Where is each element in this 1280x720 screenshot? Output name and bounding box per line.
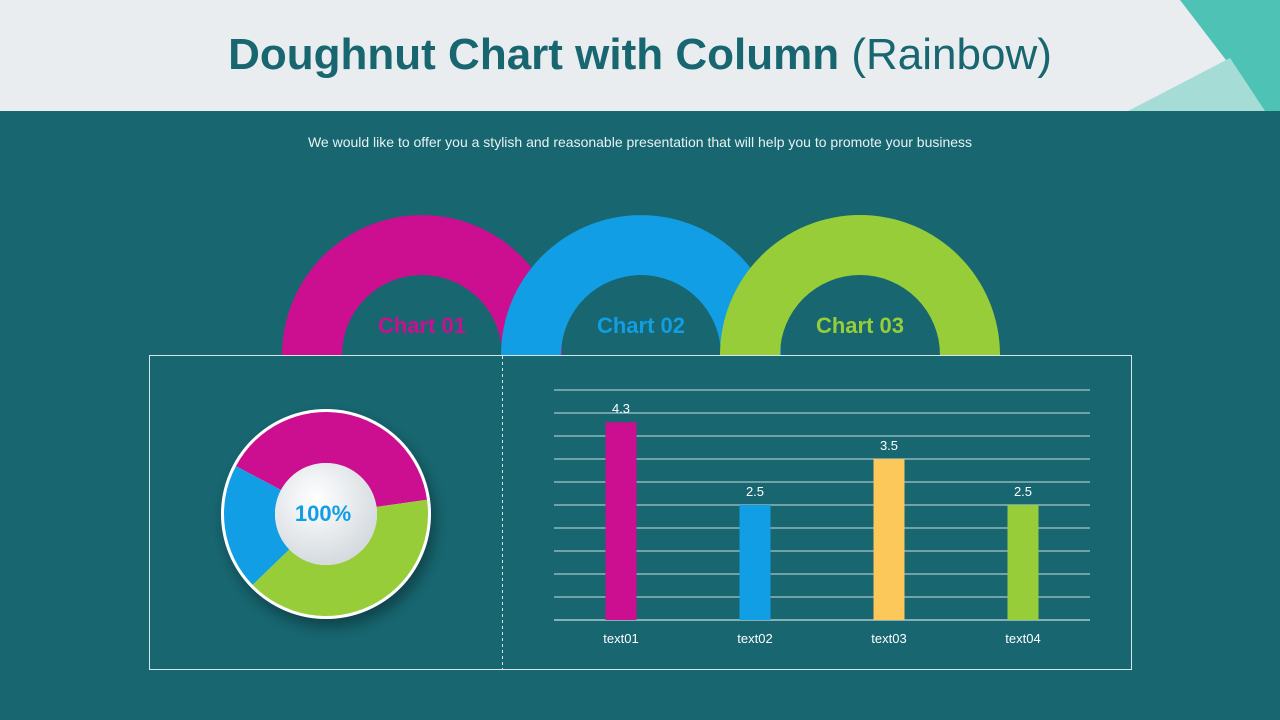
doughnut-slice-chart-02 — [223, 466, 290, 585]
bar-value-label: 2.5 — [1014, 484, 1032, 499]
corner-triangle-light — [1128, 58, 1265, 111]
bar-text03 — [873, 459, 905, 620]
arc-chart-03 — [720, 215, 1000, 355]
bar-series — [605, 422, 1039, 620]
header-band: Doughnut Chart with Column (Rainbow) — [0, 0, 1280, 111]
bar-category-label: text04 — [1005, 631, 1040, 646]
bar-category-label: text03 — [871, 631, 906, 646]
doughnut-center-hole — [275, 463, 377, 565]
bar-category-label: text01 — [603, 631, 638, 646]
bar-gridlines — [554, 389, 1090, 621]
corner-triangle-dark — [1180, 0, 1280, 111]
chart-frame — [149, 355, 1132, 670]
doughnut-chart: 100% — [221, 409, 431, 619]
corner-decoration — [1128, 0, 1280, 111]
page-title-light: (Rainbow) — [851, 30, 1052, 79]
arc-label-chart-02: Chart 02 — [597, 313, 685, 338]
bar-value-labels: 4.3 2.5 3.5 2.5 — [612, 401, 1032, 499]
bar-category-label: text02 — [737, 631, 772, 646]
bar-category-labels: text01 text02 text03 text04 — [603, 631, 1040, 646]
doughnut-slice-chart-01 — [235, 412, 428, 507]
bar-value-label: 3.5 — [880, 438, 898, 453]
page-title-bold: Doughnut Chart with Column — [228, 30, 840, 79]
page-title: Doughnut Chart with Column (Rainbow) — [0, 28, 1280, 82]
arc-label-chart-01: Chart 01 — [378, 313, 466, 338]
bar-value-label: 4.3 — [612, 401, 630, 416]
arc-chart-02 — [501, 215, 781, 355]
subtitle-text: We would like to offer you a stylish and… — [307, 134, 973, 150]
arc-group: Chart 01 Chart 02 Chart 03 — [282, 215, 1000, 355]
doughnut-slice-chart-03 — [252, 499, 428, 616]
bar-text01 — [605, 422, 637, 620]
bar-text02 — [739, 505, 771, 620]
arc-label-chart-03: Chart 03 — [816, 313, 904, 338]
bar-text04 — [1007, 505, 1039, 620]
arc-chart-01 — [282, 215, 562, 355]
bar-value-label: 2.5 — [746, 484, 764, 499]
doughnut-center-label: 100% — [295, 501, 351, 526]
